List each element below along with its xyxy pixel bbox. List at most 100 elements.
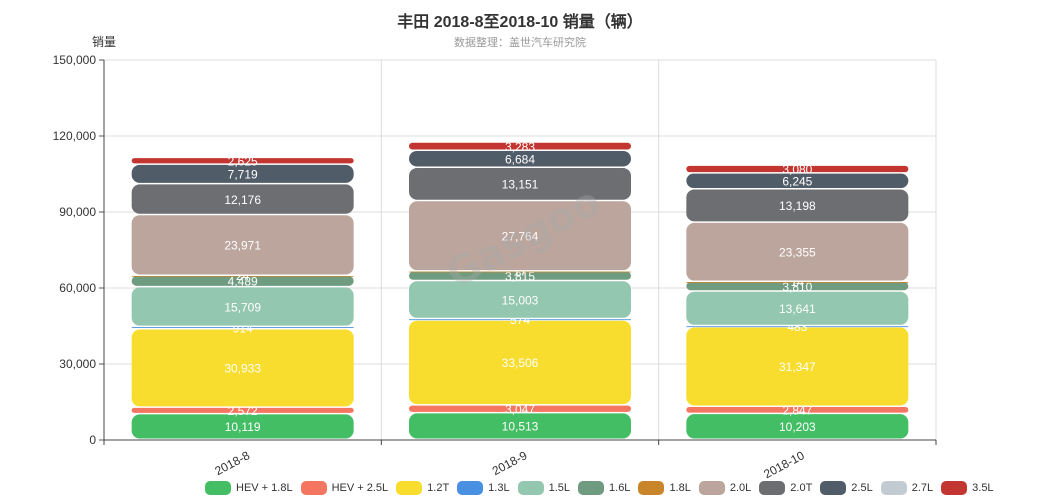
data-label: 3,810 xyxy=(782,280,812,294)
legend-item[interactable]: HEV + 2.5L xyxy=(300,481,389,495)
bar-segment xyxy=(409,271,631,273)
legend-item[interactable]: 1.2T xyxy=(396,481,449,495)
legend-swatch xyxy=(941,481,968,495)
legend-swatch xyxy=(698,481,725,495)
bar-segment xyxy=(686,222,909,281)
y-tick-label: 0 xyxy=(89,433,96,447)
legend-label: 1.8L xyxy=(669,482,691,494)
data-label: 3,815 xyxy=(505,269,535,283)
legend-swatch xyxy=(205,481,231,495)
legend-item[interactable]: 2.0L xyxy=(698,481,752,495)
legend-item[interactable]: 2.5L xyxy=(820,481,873,495)
legend-swatch xyxy=(300,481,327,495)
legend-label: 3.5L xyxy=(972,482,994,494)
bar-segment xyxy=(409,271,631,280)
x-tick-label: 2018-8 xyxy=(213,448,253,478)
legend-label: 1.6L xyxy=(609,482,631,494)
bar-segment xyxy=(409,319,631,321)
legend-item[interactable]: 1.8L xyxy=(638,481,691,495)
y-tick-label: 90,000 xyxy=(59,205,96,219)
data-label: 13,641 xyxy=(779,302,816,316)
legend-item[interactable]: 2.7L xyxy=(880,481,934,495)
bar-segment xyxy=(686,326,909,328)
data-label: 15,003 xyxy=(502,293,539,307)
bar-segment xyxy=(131,164,354,183)
data-label: 15,709 xyxy=(224,300,261,314)
data-label: 2,572 xyxy=(228,404,258,418)
legend-label: HEV + 1.8L xyxy=(236,482,293,494)
chart-title: 丰田 2018-8至2018-10 销量（辆） xyxy=(397,14,643,31)
data-label: 7,719 xyxy=(228,168,258,182)
legend-label: 1.2T xyxy=(427,482,450,494)
bar-segment xyxy=(409,142,631,150)
data-label: 6,684 xyxy=(505,152,535,166)
bar-segment xyxy=(131,275,354,277)
data-label: 33,506 xyxy=(502,356,539,370)
bar-segment xyxy=(131,158,354,164)
legend-label: HEV + 2.5L xyxy=(331,482,389,494)
legend-swatch xyxy=(880,481,907,495)
data-label: 3,047 xyxy=(505,403,535,417)
legend-label: 2.7L xyxy=(911,482,934,494)
bar-segment xyxy=(686,165,909,173)
data-label: 4,489 xyxy=(228,275,258,289)
bar-segment xyxy=(686,282,909,291)
legend-label: 2.0L xyxy=(729,482,752,494)
legend-label: 2.0T xyxy=(790,482,813,494)
data-label: 13,151 xyxy=(502,178,539,192)
bar-segment xyxy=(686,414,909,439)
bar-segment xyxy=(409,413,631,439)
legend-label: 1.3L xyxy=(488,482,510,494)
legend-item[interactable]: 2.0T xyxy=(759,481,812,495)
data-label: 13,198 xyxy=(779,199,816,213)
y-tick-label: 30,000 xyxy=(59,357,96,371)
bar-segment xyxy=(686,291,909,325)
legend-swatch xyxy=(820,481,847,495)
legend-item[interactable]: HEV + 1.8L xyxy=(205,481,293,495)
x-tick-label: 2018-9 xyxy=(490,448,530,478)
legend-item[interactable]: 1.3L xyxy=(457,481,510,495)
data-label: 6,245 xyxy=(782,175,812,189)
legend-item[interactable]: 1.6L xyxy=(578,481,630,495)
data-label: 10,513 xyxy=(502,420,539,434)
bar-segment xyxy=(131,327,354,328)
legend-swatch xyxy=(517,481,544,495)
data-label: 2,625 xyxy=(228,154,258,168)
data-label: 12,176 xyxy=(224,193,261,207)
x-tick-label: 2018-10 xyxy=(761,448,807,481)
data-label: 2,847 xyxy=(782,404,812,418)
bar-segment xyxy=(409,320,631,405)
data-label: 3,283 xyxy=(505,140,535,154)
y-tick-label: 120,000 xyxy=(53,129,97,143)
chart-legend: HEV + 1.8L HEV + 2.5L 1.2T 1.3L 1.5L 1.6L 1.8L… xyxy=(205,479,1002,497)
legend-swatch xyxy=(578,481,605,495)
data-label: 27,764 xyxy=(502,229,539,243)
data-label: 31,347 xyxy=(779,360,816,374)
bar-segment xyxy=(131,414,354,439)
bar-segment xyxy=(686,173,909,188)
data-label: 23,971 xyxy=(224,239,261,253)
legend-swatch xyxy=(457,481,484,495)
legend-swatch xyxy=(759,481,786,495)
data-label: 23,355 xyxy=(779,245,816,259)
bar-segment xyxy=(131,287,354,326)
chart-subtitle: 数据整理：盖世汽车研究院 xyxy=(454,37,586,49)
data-label: 10,203 xyxy=(779,420,816,434)
legend-label: 2.5L xyxy=(851,482,873,494)
bar-segment xyxy=(686,327,909,406)
data-label: 3,080 xyxy=(782,163,812,177)
data-label: 10,119 xyxy=(225,420,261,434)
bar-segment xyxy=(686,189,909,222)
bar-segment xyxy=(131,329,354,407)
bar-segment xyxy=(131,407,354,413)
bar-segment xyxy=(409,167,631,200)
legend-item[interactable]: 1.5L xyxy=(517,481,571,495)
y-tick-label: 150,000 xyxy=(53,53,97,67)
legend-item[interactable]: 3.5L xyxy=(941,481,994,495)
y-tick-label: 60,000 xyxy=(59,281,96,295)
bar-segment xyxy=(409,405,631,412)
bar-segment xyxy=(131,215,354,275)
legend-label: 1.5L xyxy=(548,482,571,494)
bar-segment xyxy=(686,282,909,283)
